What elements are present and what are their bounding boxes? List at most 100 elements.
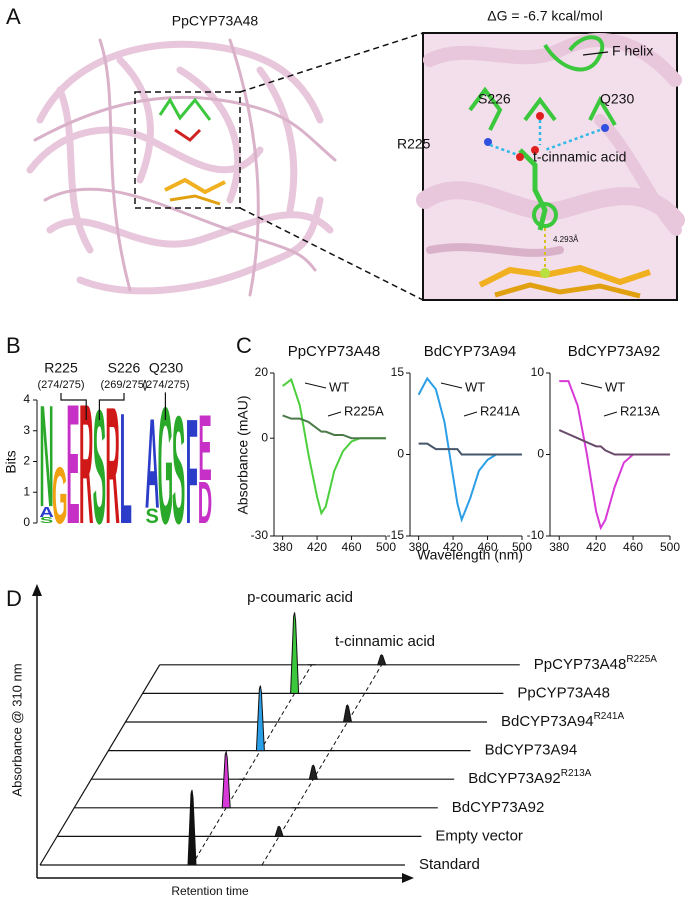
y-axis-label: Absorbance (mAU) <box>235 395 251 514</box>
logo-letter: E <box>198 397 211 501</box>
trace-name: BdCYP73A92 <box>468 770 561 787</box>
chart-title: BdCYP73A94 <box>424 343 517 360</box>
trace-name: Standard <box>419 856 480 873</box>
trace-label: BdCYP73A92 <box>452 799 545 816</box>
y-tick-label: 0 <box>537 447 544 461</box>
structure-label: F helix <box>612 43 653 59</box>
logo-letter: S <box>146 504 159 528</box>
trace-superscript: R225A <box>626 653 657 664</box>
spectrum-line <box>418 442 522 456</box>
trace-label: Standard <box>419 856 480 873</box>
trace-label: BdCYP73A92R213A <box>468 768 591 787</box>
peak <box>221 749 231 809</box>
series-label: WT <box>605 379 625 394</box>
residue-label: Q230 <box>149 360 183 376</box>
trace-label: BdCYP73A94R241A <box>501 711 624 730</box>
trace-name: PpCYP73A48 <box>534 656 627 673</box>
trace-label: Empty vector <box>435 827 523 844</box>
y-tick-label: 3 <box>23 423 30 437</box>
callout-line <box>463 411 478 417</box>
x-tick-label: 380 <box>409 540 429 554</box>
residue-pointer <box>60 393 87 420</box>
y-tick-label: 2 <box>23 454 30 468</box>
trace-name: PpCYP73A48 <box>517 684 610 701</box>
peak <box>290 612 300 694</box>
logo-letter: D <box>198 471 212 537</box>
chart-title: BdCYP73A92 <box>568 343 661 360</box>
panel-title: PpCYP73A48 <box>172 13 259 29</box>
logo-letter: S <box>93 376 106 558</box>
residue-count: (274/275) <box>142 379 189 391</box>
y-tick-label: -10 <box>527 528 545 542</box>
trace-superscript: R241A <box>594 711 625 722</box>
logo-letter: E <box>66 368 79 559</box>
trace-label: BdCYP73A94 <box>485 742 578 759</box>
logo-letter: A <box>39 503 54 520</box>
trace-name: BdCYP73A94 <box>501 713 594 730</box>
logo-letter: S <box>172 386 185 557</box>
trace-name: BdCYP73A94 <box>485 742 578 759</box>
residue-label: R225 <box>44 360 78 376</box>
panel-letter: C <box>236 333 252 358</box>
peak-label: t-cinnamic acid <box>335 633 435 650</box>
trace-label: PpCYP73A48R225A <box>534 653 657 672</box>
y-tick-label: 4 <box>23 392 30 406</box>
series-label: R213A <box>620 403 660 418</box>
spectrum-line <box>558 429 670 456</box>
logo-letter: R <box>105 374 119 559</box>
x-axis-label: Wavelength (nm) <box>417 547 523 563</box>
distance-label: 4.293Å <box>553 235 579 244</box>
peak-guide <box>191 664 313 866</box>
series-label: WT <box>329 379 349 394</box>
y-tick-label: 20 <box>255 365 269 379</box>
residue-label: S226 <box>108 360 141 376</box>
logo-letter: S <box>40 516 53 525</box>
energy-label: ΔG = -6.7 kcal/mol <box>487 8 603 24</box>
protein-overview <box>26 32 424 301</box>
logo-letter: G <box>52 450 68 541</box>
logo-letter: N <box>39 374 53 537</box>
trace-superscript: R213A <box>561 768 592 779</box>
y-tick-label: 10 <box>531 365 545 379</box>
chart-title: PpCYP73A48 <box>288 343 381 360</box>
y-axis-label: Bits <box>3 450 19 473</box>
trace-name: BdCYP73A92 <box>452 799 545 816</box>
peak <box>255 685 265 752</box>
y-tick-label: -15 <box>387 528 405 542</box>
structure-label: R225 <box>397 136 431 152</box>
panel-letter: D <box>6 586 22 611</box>
x-tick-label: 460 <box>623 540 643 554</box>
residue-count: (269/275) <box>100 379 147 391</box>
series-label: R225A <box>344 403 384 418</box>
x-tick-label: 460 <box>478 540 498 554</box>
x-tick-label: 500 <box>660 540 680 554</box>
x-tick-label: 380 <box>273 540 293 554</box>
y-tick-label: 1 <box>23 484 30 498</box>
x-tick-label: 420 <box>586 540 606 554</box>
callout-line <box>603 411 618 417</box>
y-tick-label: 15 <box>391 365 405 379</box>
y-tick-label: 0 <box>23 515 30 529</box>
residue-count: (274/275) <box>37 379 84 391</box>
y-tick-label: -30 <box>251 528 269 542</box>
x-tick-label: 460 <box>342 540 362 554</box>
peak <box>377 654 387 666</box>
callout-line <box>304 382 327 389</box>
peak <box>342 704 353 723</box>
trace-name: Empty vector <box>435 827 523 844</box>
callout-line <box>580 382 603 389</box>
series-label: WT <box>465 379 485 394</box>
callout-line <box>327 411 342 417</box>
callout-line <box>440 382 463 389</box>
series-label: R241A <box>480 403 520 418</box>
logo-letter: G <box>158 374 174 559</box>
x-tick-label: 420 <box>307 540 327 554</box>
peak-label: p-coumaric acid <box>247 589 353 606</box>
structure-label: S226 <box>478 91 511 107</box>
residue-pointer <box>164 392 166 420</box>
panel-letter: A <box>6 4 21 29</box>
logo-letter: L <box>120 380 132 557</box>
y-axis-label: Absorbance @ 310 nm <box>9 663 24 796</box>
trace-label: PpCYP73A48 <box>517 684 610 701</box>
peak <box>274 825 284 837</box>
